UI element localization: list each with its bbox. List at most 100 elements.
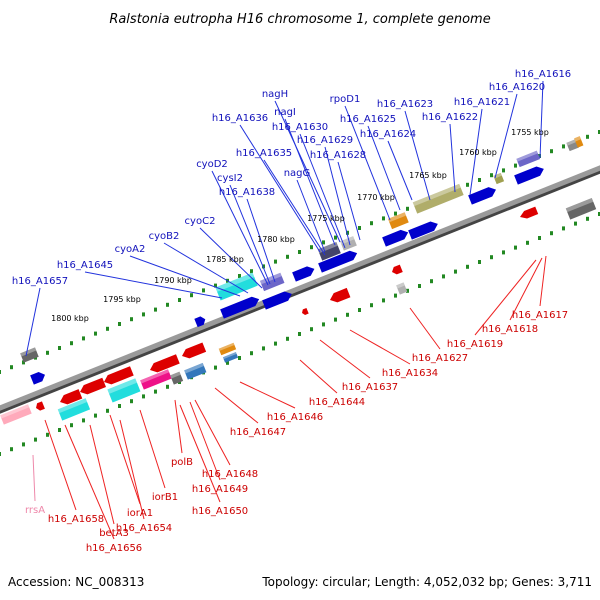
reverse-gene-arrow bbox=[330, 287, 351, 303]
gene-label-nagi: nagI bbox=[274, 107, 296, 118]
leader-line bbox=[274, 100, 341, 243]
gene-label-h16_a1627: h16_A1627 bbox=[412, 353, 468, 364]
leader-line bbox=[64, 424, 115, 540]
gene-block bbox=[57, 398, 91, 421]
scale-tick bbox=[82, 418, 85, 423]
gene-block bbox=[412, 183, 464, 214]
scale-label: 1775 kbp bbox=[307, 214, 345, 223]
leader-line bbox=[211, 170, 269, 286]
scale-tick bbox=[406, 206, 409, 211]
gene-label-h16_a1629: h16_A1629 bbox=[297, 135, 353, 146]
gene-label-cysi2: cysI2 bbox=[217, 173, 243, 184]
leader-line bbox=[199, 227, 263, 289]
gene-features bbox=[0, 136, 597, 425]
gene-label-h16_a1658: h16_A1658 bbox=[48, 514, 104, 525]
forward-gene-arrow bbox=[262, 291, 292, 310]
scale-tick bbox=[598, 130, 600, 134]
gene-label-rrsa: rrsA bbox=[25, 505, 45, 516]
forward-gene-arrow bbox=[194, 316, 206, 328]
scale-tick bbox=[466, 182, 469, 187]
scale-tick bbox=[262, 346, 265, 351]
scale-tick bbox=[22, 442, 25, 447]
gene-label-h16_a1623: h16_A1623 bbox=[377, 99, 433, 110]
scale-tick bbox=[286, 254, 289, 259]
gene-label-beta3: betA3 bbox=[99, 528, 129, 539]
gene-block bbox=[396, 282, 408, 295]
leader-line bbox=[229, 184, 271, 285]
leader-line bbox=[539, 255, 547, 307]
gene-label-cyob2: cyoB2 bbox=[149, 231, 180, 242]
reverse-gene-arrow bbox=[60, 389, 83, 405]
scale-tick bbox=[34, 437, 37, 442]
reverse-gene-arrow bbox=[182, 342, 207, 359]
scale-tick bbox=[106, 326, 109, 331]
scale-tick bbox=[154, 389, 157, 394]
gene-label-h16_a1638: h16_A1638 bbox=[219, 187, 275, 198]
scale-tick bbox=[550, 231, 553, 236]
scale-tick bbox=[94, 331, 97, 336]
scale-tick bbox=[250, 269, 253, 274]
leader-line bbox=[409, 307, 441, 350]
gene-block bbox=[20, 347, 39, 363]
gene-label-h16_a1634: h16_A1634 bbox=[382, 368, 438, 379]
gene-label-h16_a1635: h16_A1635 bbox=[236, 148, 292, 159]
scale-tick bbox=[0, 452, 1, 456]
scale-tick bbox=[190, 293, 193, 298]
gene-block bbox=[218, 342, 237, 356]
scale-tick bbox=[502, 250, 505, 255]
scale-labels: 1755 kbp 1760 kbp 1765 kbp 1770 kbp 1775 kbp… bbox=[51, 128, 549, 323]
scale-tick bbox=[394, 293, 397, 298]
reverse-gene-arrow bbox=[150, 354, 180, 373]
scale-tick bbox=[442, 274, 445, 279]
scale-label: 1760 kbp bbox=[459, 148, 497, 157]
scale-tick bbox=[46, 350, 49, 355]
scale-tick bbox=[94, 413, 97, 418]
leader-line bbox=[349, 329, 411, 365]
scale-tick bbox=[334, 317, 337, 322]
gene-label-h16_a1620: h16_A1620 bbox=[489, 82, 545, 93]
scale-tick bbox=[238, 274, 241, 278]
gene-block bbox=[493, 172, 505, 185]
scale-tick bbox=[310, 327, 313, 332]
leader-line bbox=[119, 419, 145, 520]
gene-label-nagg: nagG bbox=[284, 168, 311, 179]
scale-label: 1795 kbp bbox=[103, 295, 141, 304]
scale-tick bbox=[166, 302, 169, 307]
scale-tick bbox=[154, 307, 157, 312]
genome-summary-text: Topology: circular; Length: 4,052,032 bp… bbox=[261, 575, 592, 589]
scale-tick bbox=[118, 322, 121, 326]
gene-label-h16_a1618: h16_A1618 bbox=[482, 324, 538, 335]
gene-block bbox=[259, 272, 285, 292]
scale-tick bbox=[598, 212, 600, 216]
scale-tick bbox=[58, 428, 61, 432]
scale-tick bbox=[358, 308, 361, 312]
backbone bbox=[0, 165, 600, 411]
label-leader-lines bbox=[25, 80, 547, 540]
gene-label-cyod2: cyoD2 bbox=[196, 159, 228, 170]
scale-tick bbox=[562, 144, 565, 149]
gene-block bbox=[222, 352, 239, 363]
scale-tick bbox=[0, 370, 1, 374]
gene-block bbox=[0, 404, 32, 425]
reverse-gene-arrow bbox=[520, 206, 539, 219]
scale-tick bbox=[70, 341, 73, 346]
scale-tick bbox=[226, 360, 229, 365]
gene-label-h16_a1636: h16_A1636 bbox=[212, 113, 268, 124]
gene-block bbox=[565, 198, 597, 220]
scale-label: 1780 kbp bbox=[257, 235, 295, 244]
scale-label: 1770 kbp bbox=[357, 193, 395, 202]
reverse-gene-arrow bbox=[392, 264, 403, 275]
leader-line bbox=[404, 110, 431, 201]
leader-line bbox=[469, 108, 483, 196]
leader-line bbox=[129, 255, 241, 297]
scale-tick bbox=[490, 255, 493, 260]
leader-line bbox=[32, 454, 36, 502]
scale-tick bbox=[286, 336, 289, 341]
leader-line bbox=[174, 399, 183, 454]
scale-tick bbox=[514, 245, 517, 250]
scale-tick bbox=[262, 264, 265, 269]
leader-line bbox=[246, 198, 276, 283]
leader-line bbox=[89, 424, 115, 525]
scale-tick bbox=[430, 279, 433, 284]
